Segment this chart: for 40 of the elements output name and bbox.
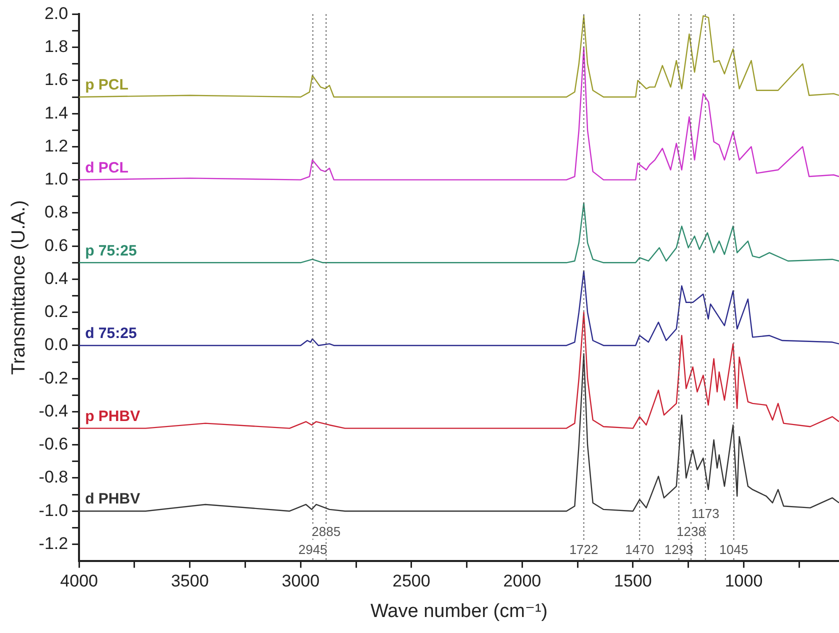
x-tick-label: 3000 [282, 572, 320, 591]
y-tick-label: 1.8 [44, 37, 68, 56]
x-tick-label: 3500 [170, 572, 209, 591]
ref-line-label: 1470 [625, 542, 654, 557]
y-tick-label: -0.2 [38, 368, 68, 388]
ref-line-label: 1722 [569, 542, 598, 557]
series-label: d 75:25 [85, 325, 137, 342]
y-tick-label: 2.0 [44, 4, 68, 23]
series-label: p PCL [85, 76, 128, 94]
y-tick-label: 0.0 [44, 335, 68, 354]
series-label: d PCL [85, 159, 128, 176]
y-axis-title: Transmittance (U.A.) [8, 200, 30, 375]
x-tick-label: 2000 [503, 572, 542, 591]
ref-line-label: 1238 [676, 524, 706, 539]
y-tick-label: -1.2 [38, 534, 68, 553]
y-tick-label: 0.6 [44, 236, 68, 255]
ref-line-label: 2945 [298, 542, 328, 557]
y-tick-label: 1.2 [44, 136, 68, 156]
series-label: d PHBV [85, 490, 140, 508]
ref-line-label: 1293 [664, 542, 694, 557]
y-tick-label: 1.6 [44, 70, 68, 90]
x-tick-label: 4000 [60, 572, 98, 591]
ref-line-label: 1045 [719, 542, 748, 557]
y-tick-label: -0.8 [38, 468, 68, 487]
x-tick-label: 1500 [614, 572, 652, 591]
y-tick-label: -0.6 [38, 434, 68, 454]
x-tick-label: 2500 [392, 572, 430, 591]
y-tick-label: 0.2 [44, 302, 68, 322]
ref-line-label: 2885 [312, 524, 341, 539]
series-label: p 75:25 [85, 242, 137, 260]
y-tick-label: -1.0 [38, 500, 68, 520]
y-tick-label: 1.4 [44, 103, 68, 122]
x-axis-title: Wave number (cm⁻¹) [370, 600, 548, 622]
y-tick-label: -0.4 [38, 401, 68, 420]
y-tick-label: 0.8 [44, 202, 68, 222]
y-tick-label: 0.4 [44, 268, 68, 288]
y-tick-label: 1.0 [44, 170, 68, 189]
x-tick-label: 1000 [724, 572, 763, 591]
series-label: p PHBV [85, 408, 140, 425]
ref-line-label: 1173 [691, 506, 720, 521]
